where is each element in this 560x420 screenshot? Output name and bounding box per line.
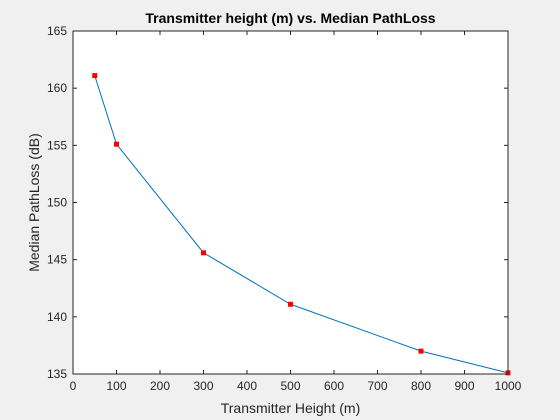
- x-tick-label: 100: [106, 379, 126, 393]
- x-tick-label: 700: [367, 379, 387, 393]
- axes-box: [72, 30, 509, 375]
- plot-area: [73, 31, 508, 374]
- y-tick-label: 135: [47, 367, 67, 381]
- x-tick-label: 300: [193, 379, 213, 393]
- x-axis-label: Transmitter Height (m): [221, 400, 361, 416]
- data-point-marker: [288, 301, 293, 307]
- y-tick-label: 160: [47, 81, 67, 95]
- series-line: [94, 75, 509, 374]
- data-point-marker: [201, 250, 206, 256]
- data-point-marker: [418, 348, 424, 354]
- x-tick-label: 1000: [495, 379, 522, 393]
- y-tick-label: 145: [47, 253, 67, 267]
- y-axis-label: Median PathLoss (dB): [26, 133, 42, 272]
- x-tick-label: 0: [70, 379, 77, 393]
- y-tick-label: 150: [47, 196, 67, 210]
- y-tick-label: 140: [47, 310, 67, 324]
- data-point-marker: [92, 73, 98, 79]
- y-tick-label: 155: [47, 138, 67, 152]
- x-tick-label: 900: [454, 379, 474, 393]
- x-tick-label: 400: [237, 379, 257, 393]
- x-tick-label: 600: [324, 379, 344, 393]
- data-point-marker: [114, 141, 119, 147]
- y-axis-ticks: 135 140 145 150 155 160 165: [47, 24, 508, 381]
- y-tick-label: 165: [47, 24, 67, 38]
- chart-title: Transmitter height (m) vs. Median PathLo…: [145, 10, 435, 26]
- x-tick-label: 800: [411, 379, 431, 393]
- x-axis-ticks: 0 100 200 300 400 500 600 700 800 900 1000: [70, 31, 522, 393]
- x-tick-label: 200: [150, 379, 170, 393]
- x-tick-label: 500: [280, 379, 300, 393]
